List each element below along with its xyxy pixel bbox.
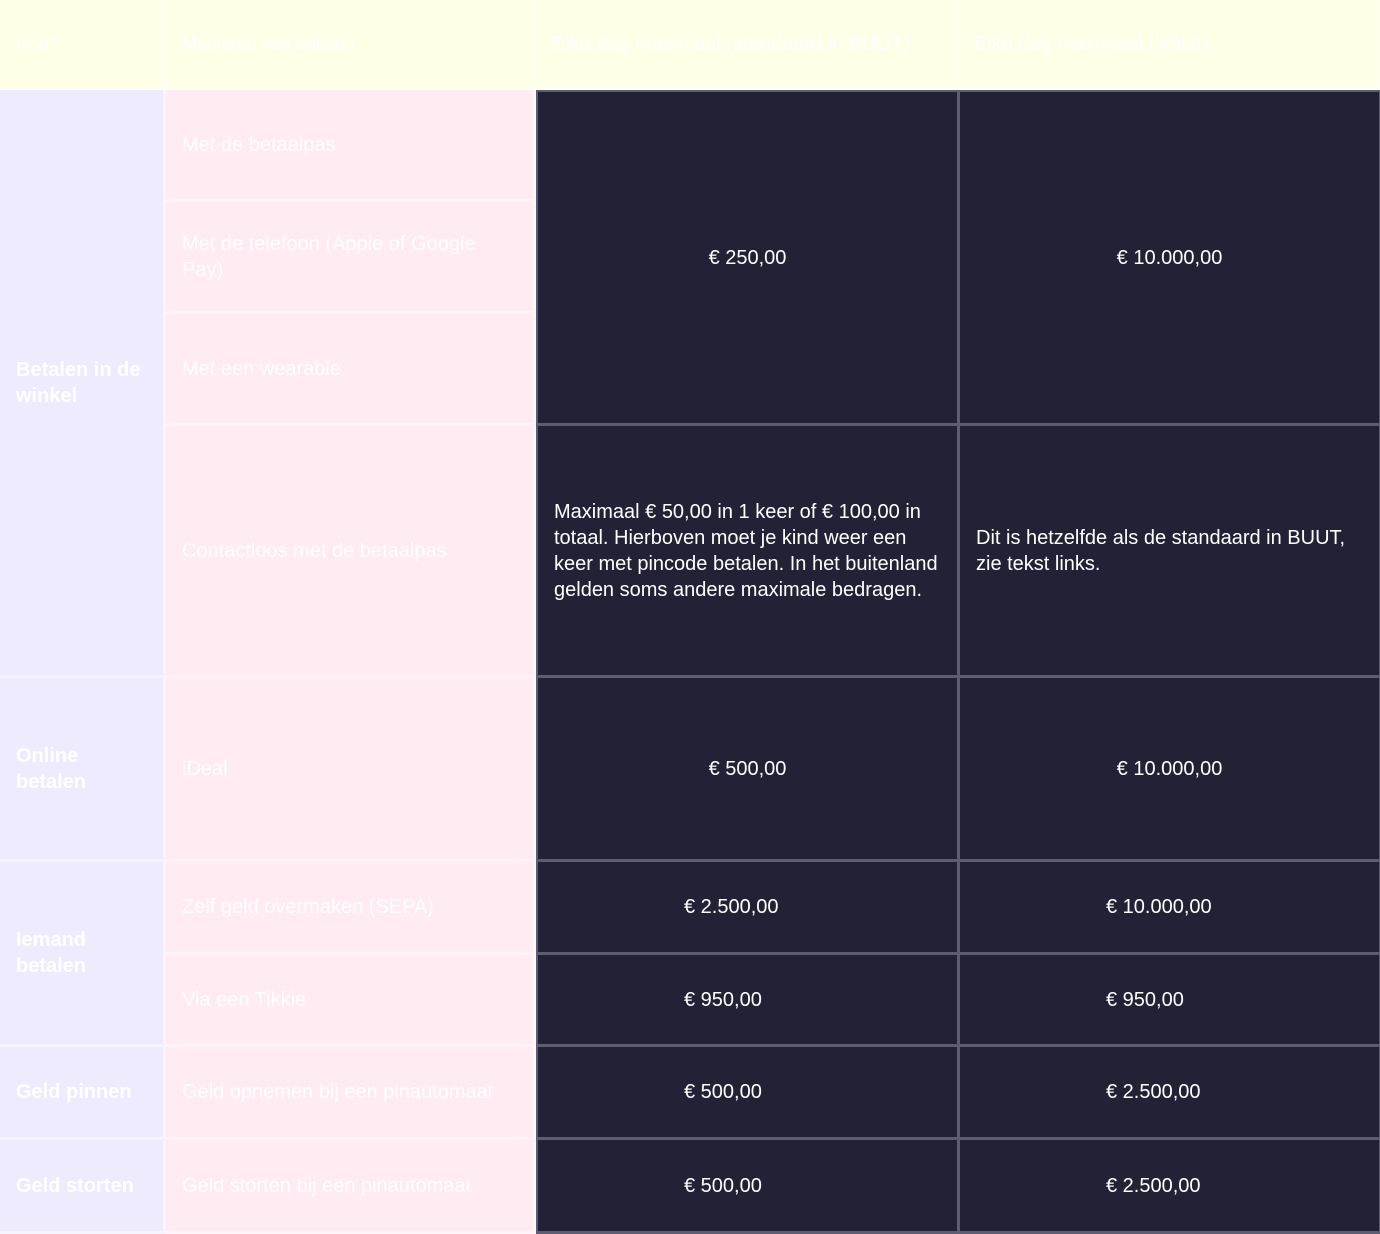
method-cell: iDeal: [166, 678, 536, 862]
table-row: Iemand betalen Zelf geld overmaken (SEPA…: [0, 862, 1380, 1047]
standard-value: € 250,00: [708, 246, 787, 269]
category-cell: Iemand betalen: [0, 862, 166, 1047]
standard-value: € 500,00: [684, 1174, 762, 1197]
standard-value-cell: € 500,00: [536, 1047, 958, 1140]
category-cell: Betalen in de winkel: [0, 90, 166, 678]
standard-value-cell: € 500,00: [536, 678, 958, 862]
standard-value-cell: € 500,00: [536, 1140, 958, 1234]
limit-value: € 10.000,00: [1116, 246, 1223, 269]
limit-value-cell: € 2.500,00: [958, 1047, 1380, 1140]
category-cell: Geld storten: [0, 1140, 166, 1234]
method-cell: Via een Tikkie: [166, 955, 536, 1047]
limit-value-cell: € 950,00: [958, 955, 1380, 1047]
method-cell: Contactloos met de betaalpas: [166, 426, 536, 678]
method-cell: Geld opnemen bij een pinautomaat: [166, 1047, 536, 1140]
limit-value-cell: € 10.000,00: [958, 862, 1380, 955]
standard-value: € 500,00: [708, 757, 787, 780]
method-cell: Met de telefoon (Apple of Google Pay): [166, 202, 536, 314]
header-payment-methods: Manieren van betalen: [166, 0, 536, 90]
method-cell: Zelf geld overmaken (SEPA): [166, 862, 536, 955]
standard-value: € 500,00: [684, 1081, 762, 1103]
limit-value-cell: € 10.000,00: [958, 678, 1380, 862]
limit-value-cell: Dit is hetzelfde als de standaard in BUU…: [958, 426, 1380, 678]
header-row: Hoe? Manieren van betalen Elke dag maxim…: [0, 0, 1380, 90]
method-cell: Met de betaalpas: [166, 90, 536, 202]
limit-value: € 10.000,00: [1106, 896, 1212, 918]
method-cell: Met een wearable: [166, 314, 536, 426]
standard-value: € 950,00: [684, 988, 762, 1011]
standard-value-cell: Maximaal € 50,00 in 1 keer of € 100,00 i…: [536, 426, 958, 678]
table-row: Geld storten Geld storten bij een pinaut…: [0, 1140, 1380, 1234]
method-cell: Geld storten bij een pinautomaat: [166, 1140, 536, 1234]
limit-value: € 2.500,00: [1106, 1081, 1201, 1103]
table-row: Met een wearable: [0, 314, 1380, 426]
table-header: Hoe? Manieren van betalen Elke dag maxim…: [0, 0, 1380, 90]
table-row: Contactloos met de betaalpas Maximaal € …: [0, 426, 1380, 678]
limit-value: € 950,00: [1106, 988, 1184, 1011]
table-row: Online betalen iDeal € 500,00 € 10.000,0…: [0, 678, 1380, 862]
standard-value-cell: € 250,00: [536, 90, 958, 426]
table-row: Betalen in de winkel Met de betaalpas € …: [0, 90, 1380, 678]
standard-value: Maximaal € 50,00 in 1 keer of € 100,00 i…: [554, 500, 938, 601]
limit-value: € 10.000,00: [1116, 757, 1223, 780]
category-cell: Geld pinnen: [0, 1047, 166, 1140]
limit-value: € 2.500,00: [1106, 1174, 1201, 1197]
limit-value-cell: € 2.500,00: [958, 1140, 1380, 1234]
table-row: Met de telefoon (Apple of Google Pay): [0, 202, 1380, 314]
standard-value: € 2.500,00: [684, 896, 779, 918]
standard-value-cell: € 2.500,00: [536, 862, 958, 955]
header-daily-max-standard: Elke dag maximaal (standaard in BUUT): [536, 0, 958, 90]
category-cell: Online betalen: [0, 678, 166, 862]
header-how: Hoe?: [0, 0, 166, 90]
header-daily-max-limit: Elke dag maximaal (limiet): [958, 0, 1380, 90]
table-row: Via een Tikkie € 950,00 € 950,00: [0, 955, 1380, 1047]
table-row: Geld pinnen Geld opnemen bij een pinauto…: [0, 1047, 1380, 1140]
table-body: Betalen in de winkel Met de betaalpas € …: [0, 90, 1380, 1234]
limit-value: Dit is hetzelfde als de standaard in BUU…: [976, 526, 1346, 575]
standard-value-cell: € 950,00: [536, 955, 958, 1047]
limit-value-cell: € 10.000,00: [958, 90, 1380, 426]
